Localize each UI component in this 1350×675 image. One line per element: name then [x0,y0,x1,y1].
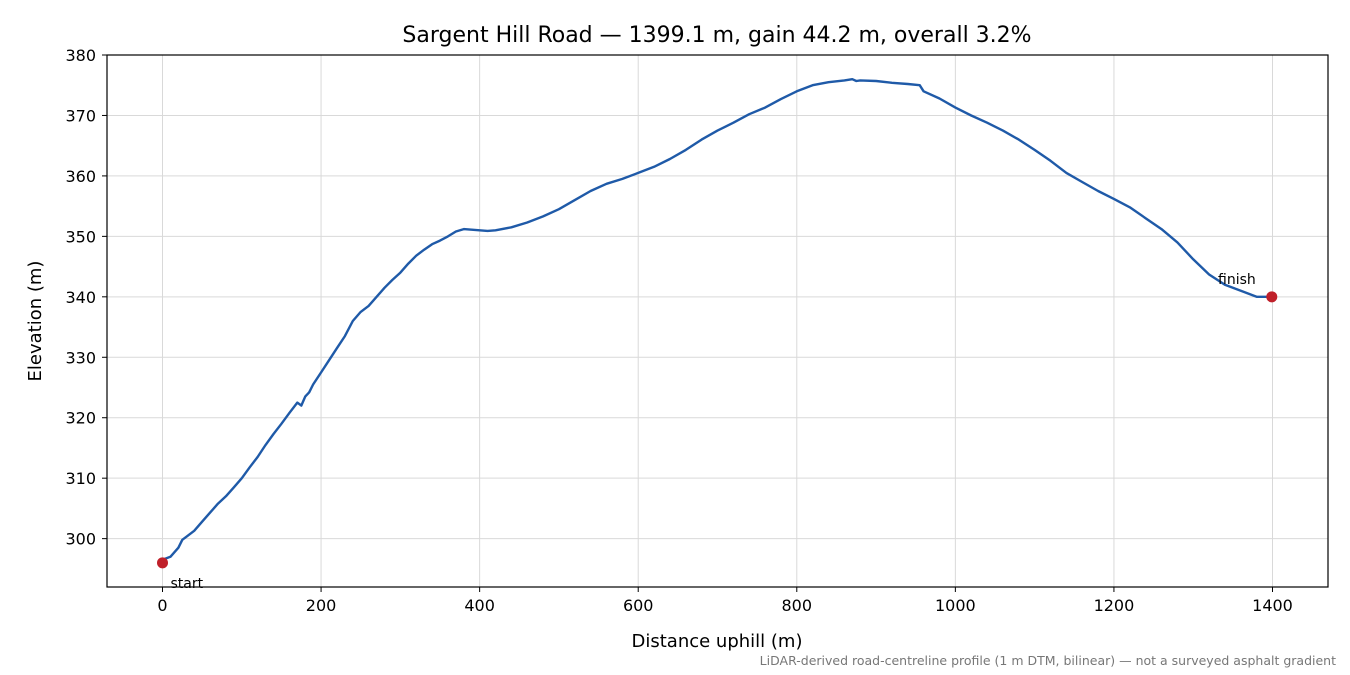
x-tick-label: 1200 [1094,596,1135,615]
chart-caption: LiDAR-derived road-centreline profile (1… [760,653,1336,668]
x-axis: 0 200 400 600 800 1000 1200 1400 [157,587,1293,615]
y-tick-label: 360 [65,167,96,186]
x-tick-label: 1400 [1252,596,1293,615]
y-axis-label: Elevation (m) [25,261,46,382]
y-tick-label: 300 [65,530,96,549]
finish-marker [1266,291,1278,303]
start-marker [157,557,168,569]
marker-layer: start finish [157,272,1278,592]
y-tick-label: 380 [65,46,96,65]
y-tick-label: 350 [65,227,96,246]
finish-label: finish [1218,272,1256,288]
y-tick-label: 330 [65,348,96,367]
x-axis-label: Distance uphill (m) [632,631,803,652]
elevation-profile-line [161,78,1273,561]
start-label: start [171,576,204,592]
y-tick-label: 370 [65,106,96,125]
x-tick-label: 400 [464,596,495,615]
x-tick-label: 0 [157,596,167,615]
y-tick-label: 310 [65,469,96,488]
x-tick-label: 800 [782,596,813,615]
series-layer [161,78,1273,561]
chart-title: Sargent Hill Road — 1399.1 m, gain 44.2 … [402,23,1031,48]
y-tick-label: 320 [65,409,96,428]
x-tick-label: 200 [306,596,337,615]
y-axis: 300 310 320 330 340 350 360 370 380 [65,46,107,549]
grid-layer [107,54,1328,587]
x-tick-label: 1000 [935,596,976,615]
x-tick-label: 600 [623,596,654,615]
y-tick-label: 340 [65,288,96,307]
plot-frame [106,54,1329,588]
